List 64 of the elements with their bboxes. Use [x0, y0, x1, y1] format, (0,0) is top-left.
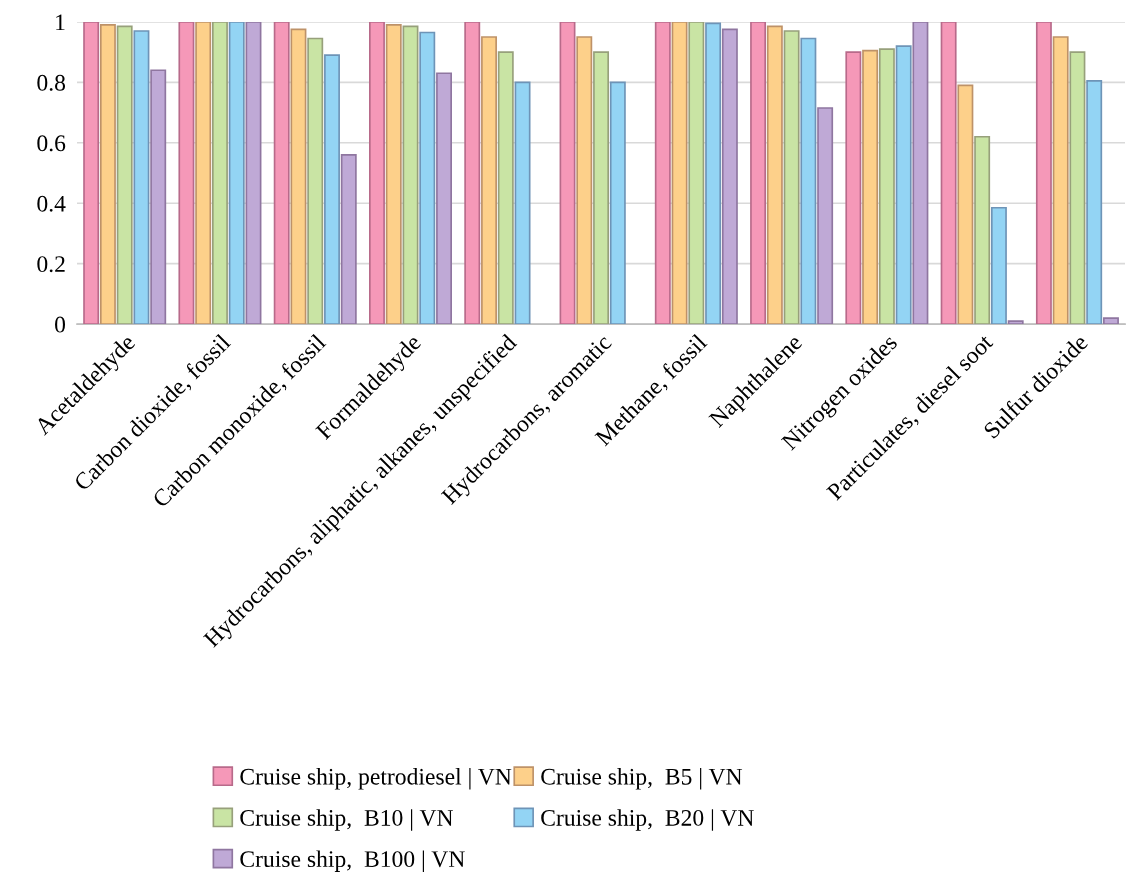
bar: [957, 84, 974, 325]
legend-label: Cruise ship, B100 | VN: [240, 850, 465, 872]
bar: [1052, 36, 1069, 325]
bar: [307, 37, 324, 325]
bar: [385, 24, 402, 325]
legend-label: Cruise ship, B5 | VN: [541, 768, 743, 790]
bar: [436, 72, 453, 325]
bar: [211, 21, 228, 325]
bar: [845, 51, 862, 325]
bar: [150, 69, 167, 325]
bar: [862, 49, 879, 325]
y-tick-label: 0.4: [37, 195, 66, 212]
y-tick-label: 0.6: [37, 135, 66, 152]
bar: [974, 135, 991, 325]
bar: [766, 25, 783, 325]
bar: [1007, 320, 1024, 325]
bar: [514, 81, 531, 325]
bar: [1103, 317, 1119, 325]
bar: [497, 51, 514, 325]
bar: [340, 154, 357, 325]
y-tick-label: 0: [55, 316, 66, 333]
bar: [576, 36, 593, 325]
bar: [1086, 79, 1103, 325]
legend-label: Cruise ship, B10 | VN: [240, 809, 454, 831]
bar: [654, 21, 671, 325]
bar: [245, 21, 262, 325]
bar: [1069, 51, 1086, 325]
bar: [324, 54, 340, 325]
bar: [895, 45, 912, 325]
bar: [402, 25, 419, 325]
bar: [99, 24, 116, 325]
bar: [940, 21, 957, 325]
bar: [83, 21, 100, 325]
bar: [481, 36, 497, 325]
bar: [228, 21, 245, 325]
legend-label: Cruise ship, B20 | VN: [541, 809, 754, 831]
bar: [783, 30, 800, 325]
bar: [721, 28, 738, 325]
bar: [878, 48, 895, 325]
bar: [912, 21, 929, 325]
bar: [419, 31, 436, 325]
bar: [559, 21, 576, 325]
y-tick-label: 0.2: [37, 256, 65, 273]
bar: [817, 107, 834, 325]
bar: [195, 21, 212, 325]
bar: [609, 81, 626, 325]
bar: [133, 30, 150, 325]
y-tick-label: 1: [56, 14, 65, 31]
bar: [750, 21, 767, 325]
bar: [593, 51, 610, 325]
bar: [464, 21, 481, 325]
y-tick-label: 0.8: [37, 74, 66, 91]
bar: [273, 21, 290, 325]
bar: [800, 37, 817, 325]
bar: [671, 21, 688, 325]
bar: [290, 28, 307, 325]
legend-label: Cruise ship, petrodiesel | VN: [240, 768, 512, 790]
bar: [688, 21, 705, 325]
bar: [705, 22, 722, 325]
bar: [178, 21, 195, 325]
bar: [990, 206, 1007, 325]
bar: [369, 21, 385, 325]
bar: [1035, 21, 1052, 325]
bar: [116, 25, 133, 325]
